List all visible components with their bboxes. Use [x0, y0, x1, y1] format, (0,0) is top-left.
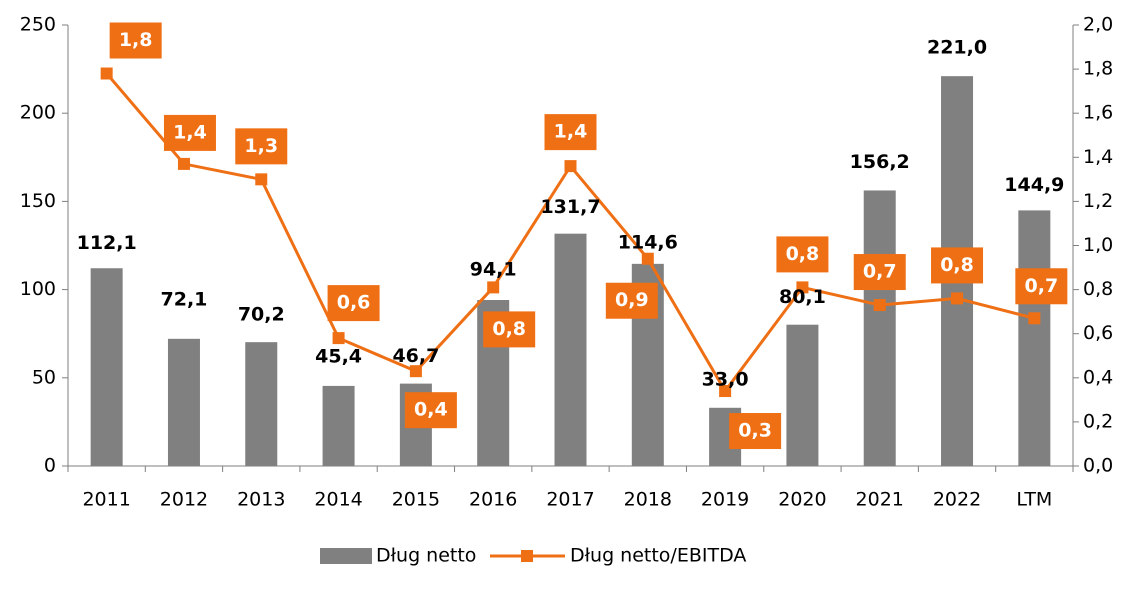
- data-label: 1,4: [554, 121, 588, 143]
- bar: [786, 324, 819, 466]
- bar: [90, 268, 123, 466]
- data-label: 0,6: [337, 292, 371, 314]
- data-label-box: [729, 413, 782, 450]
- x-tick-label: 2016: [469, 489, 517, 511]
- data-label: 1,8: [119, 29, 153, 51]
- data-label: 0,7: [863, 261, 897, 283]
- data-label-box: [853, 254, 906, 291]
- legend-swatch: [320, 548, 372, 564]
- data-label: 0,4: [414, 399, 448, 421]
- x-tick-label: 2022: [933, 489, 981, 511]
- line-marker: [255, 173, 268, 186]
- y2-tick-label: 0,2: [1083, 410, 1113, 432]
- legend-label: Dług netto/EBITDA: [570, 545, 746, 567]
- data-label: 1,3: [244, 135, 278, 157]
- data-label: 33,0: [702, 368, 749, 390]
- data-label: 80,1: [779, 286, 826, 308]
- data-label: 1,4: [173, 121, 207, 143]
- bar: [1018, 210, 1051, 466]
- data-label: 112,1: [77, 232, 137, 254]
- line-marker: [641, 252, 654, 265]
- data-label-box: [1015, 268, 1068, 305]
- data-label-box: [404, 392, 457, 429]
- data-label: 144,9: [1004, 174, 1064, 196]
- data-label-box: [483, 311, 536, 348]
- data-label: 70,2: [238, 304, 285, 326]
- data-label: 0,8: [940, 254, 974, 276]
- y2-tick-label: 1,0: [1083, 234, 1113, 256]
- y-tick-label: 100: [20, 278, 56, 300]
- legend-marker: [521, 550, 533, 562]
- y2-tick-label: 1,2: [1083, 190, 1113, 212]
- y-tick-label: 0: [44, 455, 56, 477]
- x-tick-label: 2013: [237, 489, 285, 511]
- y2-tick-label: 1,4: [1083, 146, 1113, 168]
- y-tick-label: 150: [20, 190, 56, 212]
- line-marker: [487, 281, 500, 294]
- y-tick-label: 250: [20, 14, 56, 36]
- x-tick-label: 2020: [778, 489, 826, 511]
- bar: [245, 342, 278, 466]
- x-tick-label: 2017: [546, 489, 594, 511]
- y2-tick-label: 2,0: [1083, 14, 1113, 36]
- data-label-box: [605, 282, 658, 319]
- x-tick-label: 2011: [82, 489, 130, 511]
- bar: [554, 233, 587, 466]
- data-label-box: [109, 22, 162, 59]
- data-label: 0,3: [738, 420, 772, 442]
- data-label: 114,6: [618, 231, 678, 253]
- bar: [167, 338, 200, 466]
- data-label: 131,7: [540, 196, 600, 218]
- x-tick-label: 2021: [856, 489, 904, 511]
- data-label: 0,9: [615, 289, 649, 311]
- y2-tick-label: 0,6: [1083, 322, 1113, 344]
- data-label-box: [931, 247, 984, 284]
- y2-tick-label: 0,4: [1083, 366, 1113, 388]
- bar: [863, 190, 896, 466]
- data-label-box: [544, 114, 597, 151]
- line-marker: [719, 385, 732, 398]
- y-tick-label: 200: [20, 102, 56, 124]
- x-tick-label: LTM: [1016, 489, 1052, 511]
- y2-tick-label: 1,6: [1083, 102, 1113, 124]
- line-marker: [177, 157, 190, 170]
- y-tick-label: 50: [32, 366, 56, 388]
- data-label: 0,8: [492, 318, 526, 340]
- y2-tick-label: 0,8: [1083, 278, 1113, 300]
- line-marker: [100, 67, 113, 80]
- data-label-box: [327, 285, 380, 322]
- line-marker: [951, 292, 964, 305]
- data-label-box: [163, 114, 216, 151]
- x-tick-label: 2018: [624, 489, 672, 511]
- y2-tick-label: 1,8: [1083, 58, 1113, 80]
- legend-label: Dług netto: [376, 545, 476, 567]
- x-tick-label: 2015: [392, 489, 440, 511]
- line-marker: [332, 332, 345, 345]
- data-label: 221,0: [927, 37, 987, 59]
- line-marker: [873, 299, 886, 312]
- data-label: 0,7: [1025, 275, 1059, 297]
- x-tick-label: 2019: [701, 489, 749, 511]
- data-label: 156,2: [850, 151, 910, 173]
- line-marker: [796, 281, 809, 294]
- data-label: 72,1: [161, 288, 208, 310]
- line-marker: [564, 160, 577, 173]
- data-label: 46,7: [392, 345, 439, 367]
- x-tick-label: 2014: [314, 489, 362, 511]
- data-label: 45,4: [315, 345, 362, 367]
- data-label-box: [235, 128, 288, 165]
- line-marker: [1028, 312, 1041, 325]
- bar: [322, 385, 355, 466]
- line-marker: [409, 365, 422, 378]
- data-label: 0,8: [786, 243, 820, 265]
- data-label-box: [776, 236, 829, 273]
- x-tick-label: 2012: [160, 489, 208, 511]
- y2-tick-label: 0,0: [1083, 455, 1113, 477]
- data-label: 94,1: [470, 259, 517, 281]
